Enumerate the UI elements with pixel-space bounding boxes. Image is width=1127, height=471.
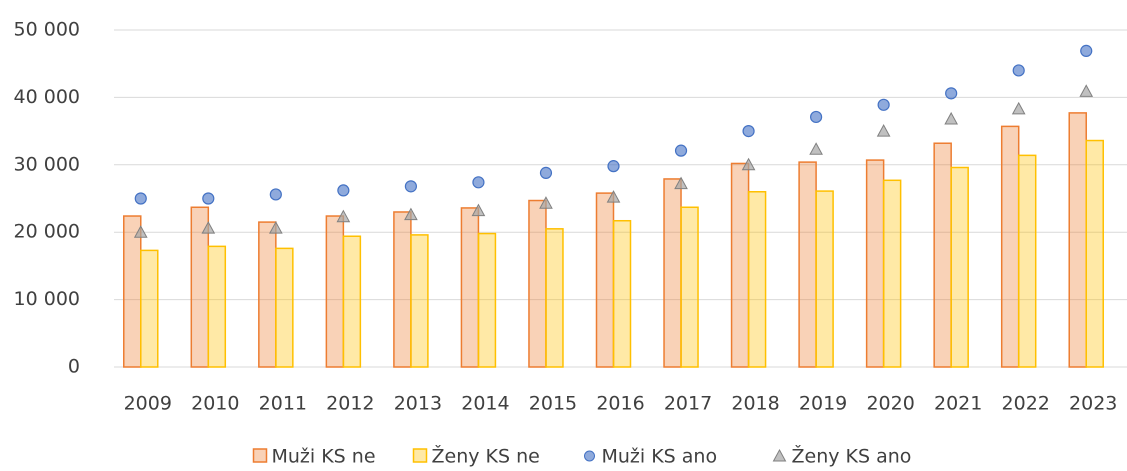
- bar: [207, 245, 227, 368]
- marker: [876, 124, 891, 137]
- marker: [1011, 101, 1026, 115]
- bar: [595, 192, 615, 368]
- marker: [809, 142, 823, 155]
- bar: [460, 207, 480, 368]
- marker: [201, 221, 216, 234]
- bar: [865, 159, 885, 368]
- x-tick-label: 2012: [326, 393, 374, 415]
- bar: [275, 247, 294, 368]
- marker: [337, 184, 350, 197]
- y-tick-label: 40 000: [14, 86, 80, 108]
- x-tick-label: 2010: [191, 393, 239, 415]
- bar: [815, 190, 834, 368]
- bar: [410, 234, 429, 368]
- x-tick-label: 2021: [934, 393, 982, 415]
- marker: [877, 98, 890, 111]
- x-tick-label: 2022: [1002, 393, 1050, 415]
- marker: [606, 190, 621, 203]
- x-tick-label: 2023: [1069, 393, 1117, 415]
- x-tick-label: 2016: [596, 393, 644, 415]
- x-tick-label: 2018: [731, 393, 779, 415]
- bar: [123, 215, 142, 368]
- bar: [882, 179, 902, 368]
- marker: [945, 87, 958, 100]
- marker: [539, 196, 553, 209]
- bar: [477, 232, 497, 368]
- x-tick-label: 2013: [394, 393, 442, 415]
- marker: [1080, 44, 1093, 57]
- bar: [1000, 125, 1020, 368]
- marker: [944, 111, 959, 125]
- bar: [798, 161, 817, 368]
- bar: [528, 199, 547, 368]
- y-tick-label: 20 000: [14, 221, 80, 243]
- bar: [140, 249, 159, 368]
- marker: [133, 225, 148, 238]
- marker: [404, 207, 418, 221]
- x-tick-label: 2011: [259, 393, 307, 415]
- marker: [336, 209, 351, 223]
- x-tick-label: 2019: [799, 393, 847, 415]
- y-tick-label: 0: [68, 356, 80, 378]
- legend-swatch: [412, 448, 428, 463]
- marker: [742, 125, 755, 138]
- bar: [393, 211, 412, 368]
- legend-label: Muži KS ano: [602, 446, 718, 468]
- bar: [325, 215, 345, 368]
- marker: [471, 203, 486, 217]
- legend-label: Ženy KS ano: [792, 445, 912, 468]
- marker: [269, 188, 282, 201]
- legend-label: Muži KS ne: [272, 446, 376, 468]
- marker: [472, 176, 485, 189]
- bar: [258, 221, 277, 368]
- marker: [1079, 84, 1094, 97]
- bar: [730, 162, 750, 368]
- marker: [404, 180, 417, 193]
- x-tick-label: 2009: [124, 393, 172, 415]
- marker: [674, 176, 688, 190]
- bar: [612, 219, 632, 368]
- bar: [747, 191, 767, 368]
- bar: [680, 206, 699, 368]
- x-tick-label: 2020: [866, 393, 914, 415]
- x-tick-label: 2017: [664, 393, 712, 415]
- bar: [1085, 139, 1104, 368]
- bar: [950, 166, 969, 368]
- legend-swatch: [584, 450, 595, 462]
- bar: [1068, 112, 1087, 368]
- bar: [933, 142, 952, 368]
- marker: [539, 166, 553, 179]
- y-tick-label: 10 000: [14, 288, 80, 310]
- marker: [674, 144, 688, 157]
- marker: [809, 110, 823, 124]
- marker: [134, 192, 147, 205]
- y-tick-label: 50 000: [14, 19, 80, 41]
- marker: [268, 221, 283, 234]
- bar: [545, 228, 564, 368]
- bar: [342, 235, 362, 368]
- marker: [741, 157, 756, 171]
- bar: [1017, 154, 1037, 368]
- x-tick-label: 2015: [529, 393, 577, 415]
- legend-label: Ženy KS ne: [432, 445, 540, 468]
- y-tick-label: 30 000: [14, 153, 80, 175]
- legend-swatch: [772, 448, 787, 462]
- marker: [1012, 64, 1025, 77]
- bar: [663, 178, 682, 368]
- marker: [607, 160, 620, 173]
- marker: [202, 192, 215, 205]
- legend-swatch: [252, 448, 268, 463]
- x-tick-label: 2014: [461, 393, 509, 415]
